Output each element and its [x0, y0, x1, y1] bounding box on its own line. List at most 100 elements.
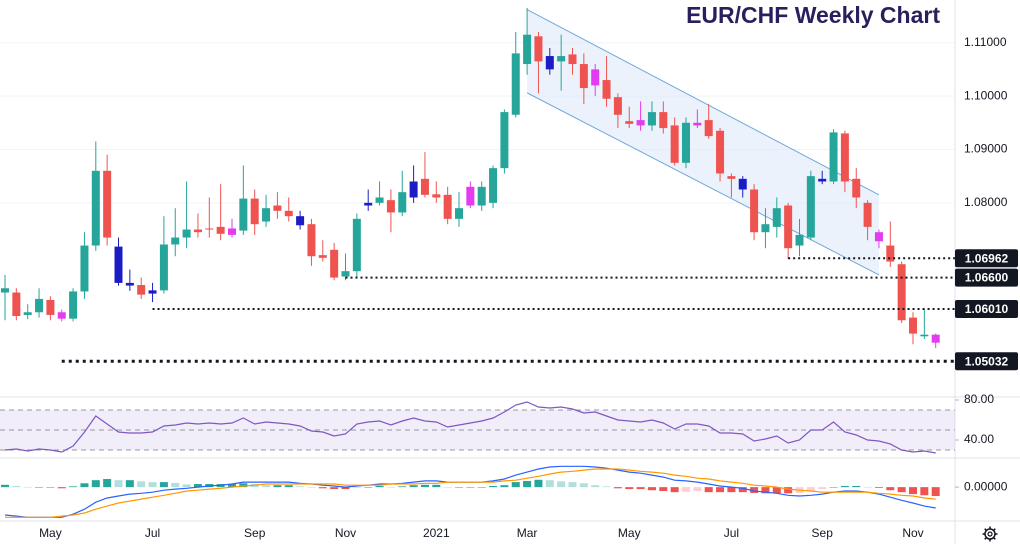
candle-body: [57, 312, 66, 319]
macd-histogram-bar: [761, 487, 770, 494]
candle-body: [103, 170, 112, 238]
candle-body: [602, 80, 611, 99]
candle-body: [216, 226, 225, 234]
macd-histogram-bar: [91, 480, 100, 488]
candle-body: [262, 208, 271, 222]
macd-histogram-bar: [80, 483, 89, 488]
candle-body: [647, 112, 656, 126]
x-tick-label: Nov: [335, 526, 356, 540]
macd-histogram-bar: [545, 480, 554, 488]
macd-histogram-bar: [693, 487, 702, 491]
macd-histogram-bar: [69, 486, 78, 488]
candle-body: [250, 198, 259, 225]
macd-histogram-bar: [682, 487, 690, 492]
candle-body: [352, 218, 361, 272]
candle-body: [307, 224, 316, 257]
macd-histogram-bar: [443, 487, 452, 488]
macd-histogram-bar: [330, 487, 339, 490]
macd-histogram-bar: [182, 484, 191, 488]
macd-histogram-bar: [375, 485, 384, 488]
macd-histogram-bar: [239, 483, 248, 488]
level-label-box: [955, 300, 1018, 319]
candle-body: [375, 197, 384, 203]
macd-histogram-bar: [455, 487, 463, 488]
macd-line: [5, 468, 936, 518]
macd-histogram-bar: [159, 482, 168, 488]
macd-histogram-bar: [352, 487, 361, 488]
x-tick-label: Mar: [517, 526, 538, 540]
level-label: 1.05032: [965, 354, 1009, 368]
candle-body: [682, 122, 690, 163]
macd-histogram-bar: [840, 485, 849, 488]
candle-body: [386, 200, 395, 213]
macd-histogram-bar: [613, 487, 622, 489]
y-tick-label: 80.00: [964, 392, 994, 406]
macd-histogram-bar: [409, 485, 418, 488]
candle-body: [511, 53, 520, 115]
candle-body: [398, 192, 407, 213]
channel-line: [526, 9, 880, 196]
candle-body: [182, 229, 191, 238]
candle-body: [716, 130, 725, 174]
candle-body: [829, 132, 838, 182]
candle-body: [920, 334, 929, 337]
candle-body: [500, 112, 509, 169]
gear-hub: [987, 531, 993, 537]
candle-body: [171, 237, 180, 245]
channel-line: [526, 92, 880, 276]
macd-histogram-bar: [579, 483, 588, 488]
candle-body: [840, 133, 849, 182]
candle-body: [591, 69, 600, 86]
candle-body: [477, 186, 486, 206]
candle-body: [193, 229, 202, 233]
candle-body: [159, 244, 168, 291]
channel-area: [527, 9, 879, 275]
candle-body: [852, 178, 861, 198]
macd-histogram-bar: [784, 487, 793, 494]
y-tick-label: 0.00000: [964, 479, 1008, 493]
candle-body: [704, 120, 713, 137]
macd-histogram-bar: [772, 487, 781, 494]
macd-histogram-bar: [296, 486, 305, 488]
candle-body: [466, 186, 475, 206]
x-tick-label: Sep: [812, 526, 834, 540]
candle-body: [863, 202, 872, 227]
candle-body: [625, 121, 634, 124]
candle-body: [886, 245, 895, 262]
candle-body: [318, 255, 327, 258]
candle-body: [409, 181, 418, 198]
candle-body: [46, 299, 55, 315]
candle-body: [772, 208, 781, 227]
macd-histogram-bar: [1, 484, 9, 488]
macd-histogram-bar: [511, 482, 520, 488]
candle-body: [35, 298, 44, 313]
candle-body: [1, 288, 9, 293]
candle-body: [114, 246, 123, 283]
macd-histogram-bar: [57, 487, 66, 489]
candle-body: [523, 34, 532, 65]
candle-body: [125, 282, 134, 286]
candle-body: [636, 120, 645, 126]
settings-icon[interactable]: [982, 526, 998, 542]
macd-histogram-bar: [591, 485, 600, 488]
candle-body: [273, 205, 282, 211]
plot: 1.08000 1.09000 1.10000 1.11000 1.06962 1.066…: [0, 8, 1018, 540]
candle-body: [818, 178, 827, 182]
level-label: 1.06962: [965, 251, 1009, 265]
candle-body: [364, 202, 373, 206]
macd-histogram-bar: [625, 487, 634, 490]
candle-body: [443, 194, 452, 219]
macd-histogram-bar: [852, 485, 861, 488]
macd-histogram-bar: [318, 487, 327, 489]
x-tick-label: Jul: [145, 526, 160, 540]
candle-body: [806, 176, 815, 238]
macd-histogram-bar: [228, 484, 236, 488]
candle-body: [613, 97, 622, 115]
macd-histogram-bar: [897, 487, 906, 493]
candle-body: [455, 208, 463, 219]
macd-histogram-bar: [909, 487, 917, 495]
macd-histogram-bar: [284, 485, 293, 488]
candle-body: [341, 271, 350, 277]
